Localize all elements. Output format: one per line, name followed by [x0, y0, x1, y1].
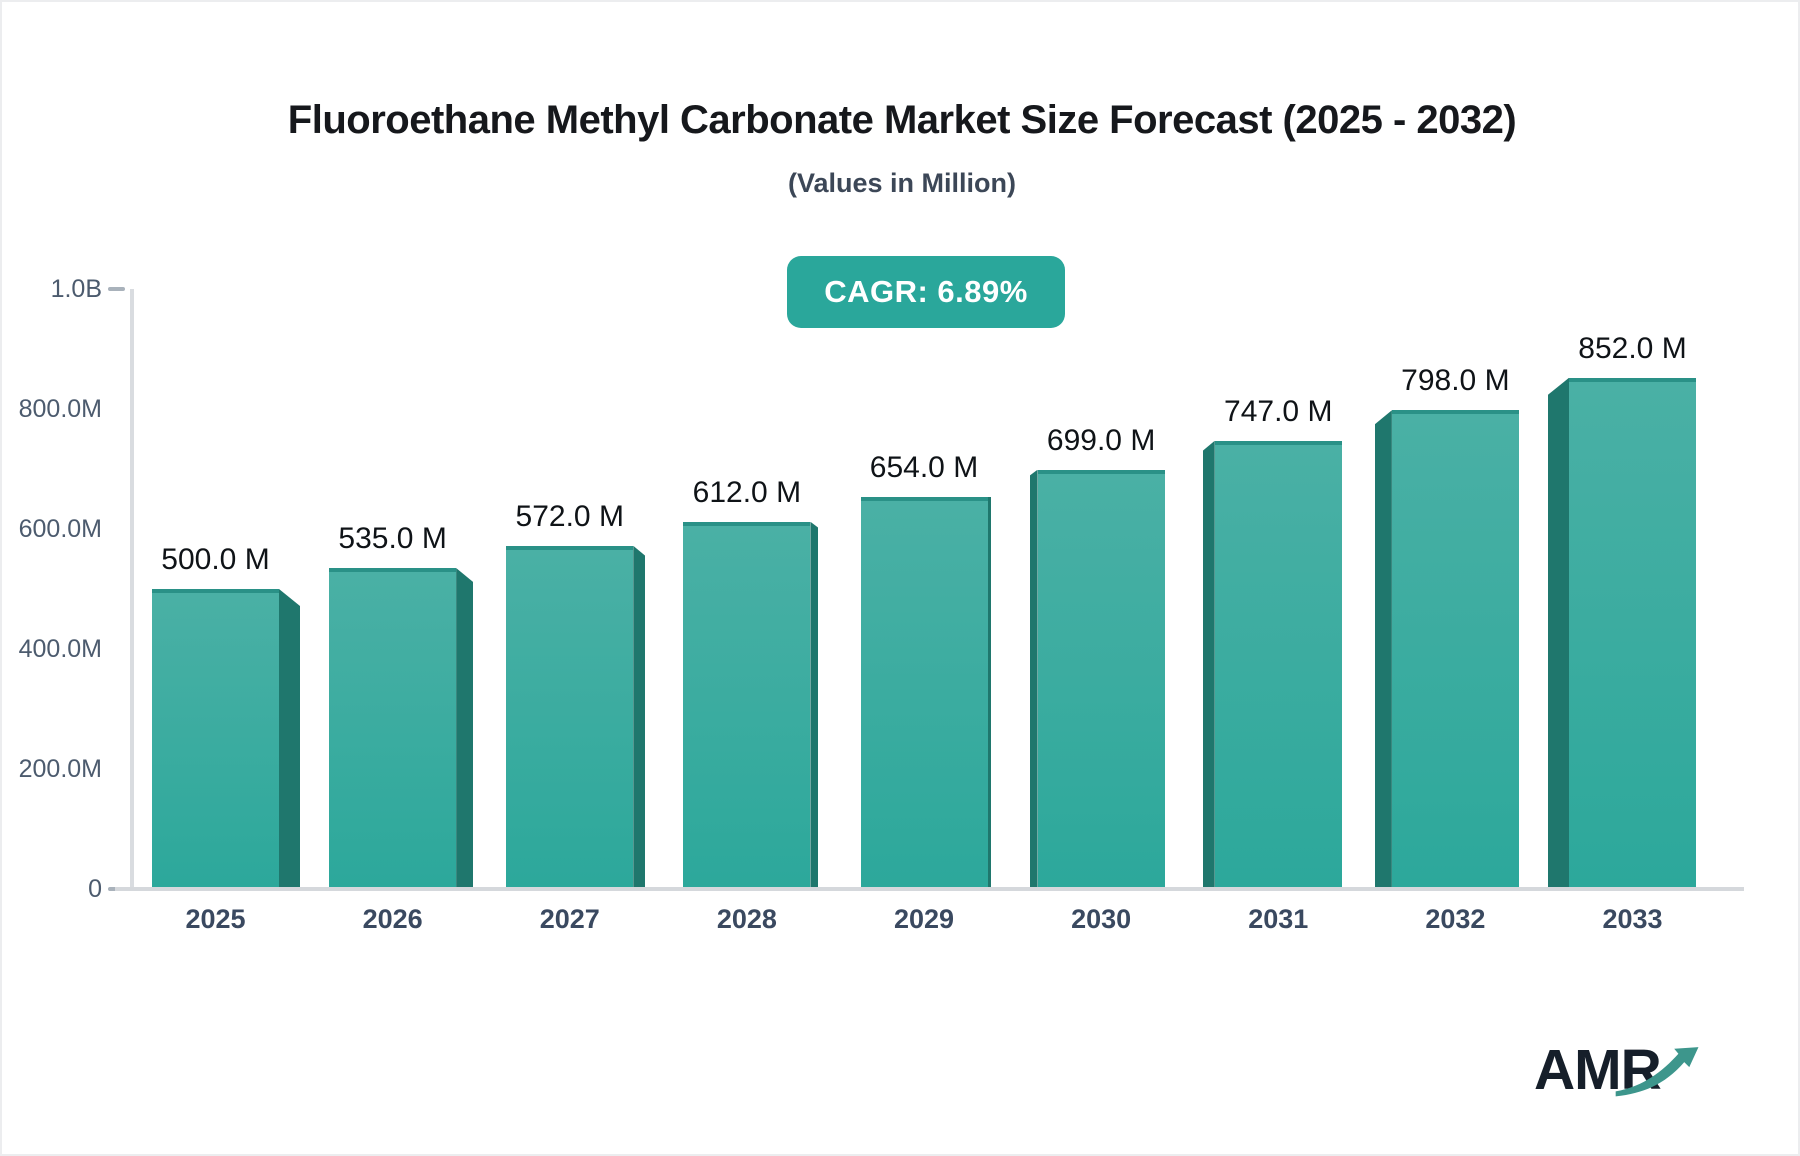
bar-2031[interactable] [1214, 440, 1342, 889]
bar-2025[interactable] [152, 589, 279, 889]
chart-title: Fluoroethane Methyl Carbonate Market Siz… [287, 98, 1517, 142]
bar-value-label: 535.0 M [338, 522, 447, 555]
y-tick-label: 400.0M [18, 635, 102, 663]
x-axis-label: 2026 [362, 904, 423, 934]
y-axis-line [130, 289, 134, 889]
bar-side-face [1202, 440, 1215, 889]
bar-2028[interactable] [683, 521, 811, 889]
bar-side-face [633, 545, 646, 889]
bar-value-label: 699.0 M [1046, 423, 1156, 457]
x-axis-label: 2032 [1425, 904, 1486, 934]
bar-2027[interactable] [506, 545, 634, 889]
bar-side-face [1548, 377, 1569, 889]
bar-2032[interactable] [1391, 410, 1519, 889]
y-tick-label: 200.0M [18, 755, 102, 783]
bar-2030[interactable] [1037, 469, 1165, 889]
growth-arrow-icon [1615, 1047, 1699, 1097]
x-axis-label: 2027 [539, 904, 600, 934]
bar-side-face [987, 496, 991, 889]
x-axis-label: 2030 [1071, 904, 1132, 934]
bar-side-face [279, 589, 300, 889]
x-axis-label: 2031 [1248, 904, 1309, 934]
amr-logo: AMR [1534, 1038, 1704, 1108]
bar-value-label: 612.0 M [692, 475, 802, 509]
bar-value-label: 654.0 M [869, 450, 979, 484]
bar-value-label: 852.0 M [1578, 331, 1687, 365]
bar-2033[interactable] [1569, 377, 1696, 889]
x-axis-label: 2025 [185, 904, 246, 934]
x-axis-label: 2033 [1602, 904, 1663, 934]
x-axis-label: 2028 [716, 904, 777, 934]
y-tick-label: 800.0M [18, 395, 102, 423]
bar-value-label: 572.0 M [515, 499, 624, 533]
bar-side-face [1029, 469, 1038, 889]
cagr-badge: CAGR: 6.89% [787, 256, 1065, 328]
bar-value-label: 798.0 M [1401, 364, 1510, 398]
bar-value-label: 747.0 M [1224, 394, 1333, 428]
bar-side-face [1374, 410, 1392, 889]
bar-2029[interactable] [860, 496, 988, 889]
x-axis-baseline [115, 887, 1744, 891]
y-tick-label: 1.0B [50, 275, 102, 303]
y-tick-label: 600.0M [18, 515, 102, 543]
chart-subtitle: (Values in Million) [787, 168, 1017, 198]
bar-side-face [456, 568, 474, 889]
y-tick-label: 0 [88, 875, 102, 903]
bar-side-face [810, 521, 819, 889]
bar-value-label: 500.0 M [161, 543, 270, 576]
y-tick-mark [108, 287, 125, 291]
x-axis-label: 2029 [893, 904, 955, 934]
bar-2026[interactable] [329, 568, 457, 889]
